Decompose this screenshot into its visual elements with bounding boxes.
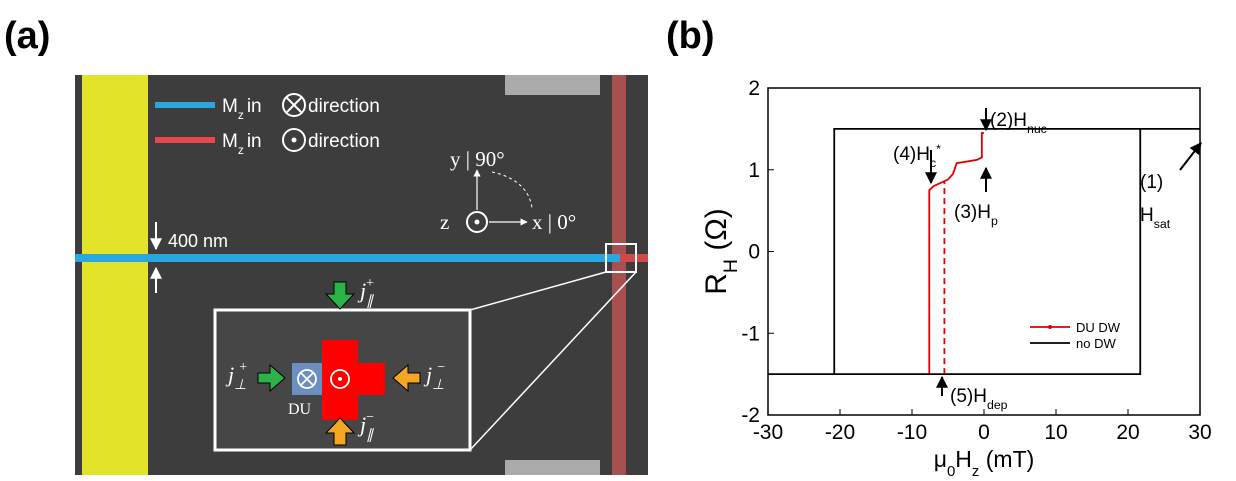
annotation-part: (2)H (990, 110, 1027, 131)
z-icon (474, 219, 480, 225)
current-arrow (392, 363, 421, 393)
annotation-part: nuc (1027, 122, 1047, 136)
y-axis-label: RH (Ω) (700, 208, 742, 295)
cross (322, 363, 385, 395)
annotation-part: sat (1154, 217, 1171, 231)
annotation: (4)Hc* (893, 142, 941, 170)
du-label: DU (288, 401, 312, 418)
axis-label: y | 90° (450, 147, 505, 171)
x-tick-label: 30 (1188, 421, 1211, 444)
into-icon (285, 96, 303, 114)
y-tick-label: 1 (748, 159, 760, 182)
pad (505, 75, 600, 95)
annotation: (2)Hnuc (990, 110, 1047, 136)
legend-marker (1048, 325, 1052, 329)
out-icon (330, 369, 350, 389)
annotation-part: (5)H (950, 386, 987, 407)
axis-label: x | 0° (532, 210, 576, 234)
legend-label: direction (308, 131, 380, 152)
annotation-part: H (1140, 205, 1154, 226)
legend-label: no DW (1076, 336, 1116, 351)
zoom-box (605, 243, 637, 273)
x-tick-label: 0 (978, 421, 990, 444)
x-tick-label: -30 (753, 421, 783, 444)
legend-label: direction (308, 96, 380, 117)
current-arrow (257, 363, 286, 393)
y-tick-label: 0 (748, 241, 760, 264)
panel-label: (b) (666, 15, 715, 57)
x-axis-label-part: 0 (947, 463, 955, 480)
annotation: (3)Hp (954, 202, 998, 228)
legend-label: DU DW (1076, 320, 1121, 335)
x-tick-label: 20 (1116, 421, 1139, 444)
current-arrow (324, 417, 356, 446)
current-label: j∥− (357, 410, 375, 443)
annotation-part: p (991, 214, 998, 228)
zoom-line (469, 271, 637, 451)
annotation: Hsat (1140, 205, 1171, 231)
zoom-line (469, 271, 607, 311)
y-tick-label: -2 (741, 404, 760, 427)
x-axis-label-part: μ (934, 446, 947, 472)
annotation-part: (3)H (954, 202, 991, 223)
annotation-part: (1) (1140, 172, 1163, 193)
out-icon (338, 377, 342, 381)
annotation-arrow (1179, 142, 1202, 171)
y-axis-label-part: (Ω) (700, 208, 733, 259)
out-icon (291, 137, 297, 143)
x-axis-label: μ0Hz (mT) (934, 446, 1035, 480)
y-tick-label: 2 (748, 77, 760, 100)
annotation-part: * (936, 142, 941, 156)
width-label: 400 nm (168, 231, 228, 251)
legend-label: Mz in (222, 131, 262, 157)
y-tick-label: -1 (741, 322, 760, 345)
z-icon (466, 211, 488, 233)
y-axis-label-part: R (700, 273, 733, 295)
annotation-part: (4)H (893, 144, 930, 165)
angle-arc (491, 171, 533, 209)
x-axis-label-part: H (955, 446, 972, 472)
panel-label: (a) (4, 15, 50, 57)
x-axis-label-part: (mT) (979, 446, 1034, 472)
series-line (928, 132, 984, 375)
x-tick-label: -10 (897, 421, 927, 444)
x-tick-label: -20 (825, 421, 855, 444)
annotation-part: dep (987, 398, 1008, 412)
into-icon (297, 369, 317, 389)
current-label: j∥+ (357, 276, 375, 309)
current-label: j⊥+ (225, 360, 248, 393)
wire (75, 254, 620, 262)
x-tick-label: 10 (1044, 421, 1067, 444)
into-icon (282, 93, 306, 117)
current-label: j⊥− (423, 360, 446, 393)
annotation: (5)Hdep (950, 386, 1008, 412)
annotation-part: c (930, 156, 936, 170)
hall-bar (612, 75, 626, 475)
out-icon (282, 128, 306, 152)
panel-a: Mz in direction Mz in direction 400 nm y |… (75, 75, 648, 475)
series-line (768, 127, 1200, 376)
x-axis-label-part: z (972, 463, 979, 480)
annotation: (1) (1140, 172, 1163, 193)
current-arrow (324, 281, 356, 310)
y-axis-label-part: H (720, 259, 742, 273)
contact (82, 75, 148, 475)
plot-frame (767, 87, 1201, 416)
into-icon (300, 372, 314, 386)
pad (505, 460, 600, 475)
axis-label: z (440, 210, 449, 234)
wire (620, 254, 648, 262)
legend-label: Mz in (222, 96, 262, 122)
